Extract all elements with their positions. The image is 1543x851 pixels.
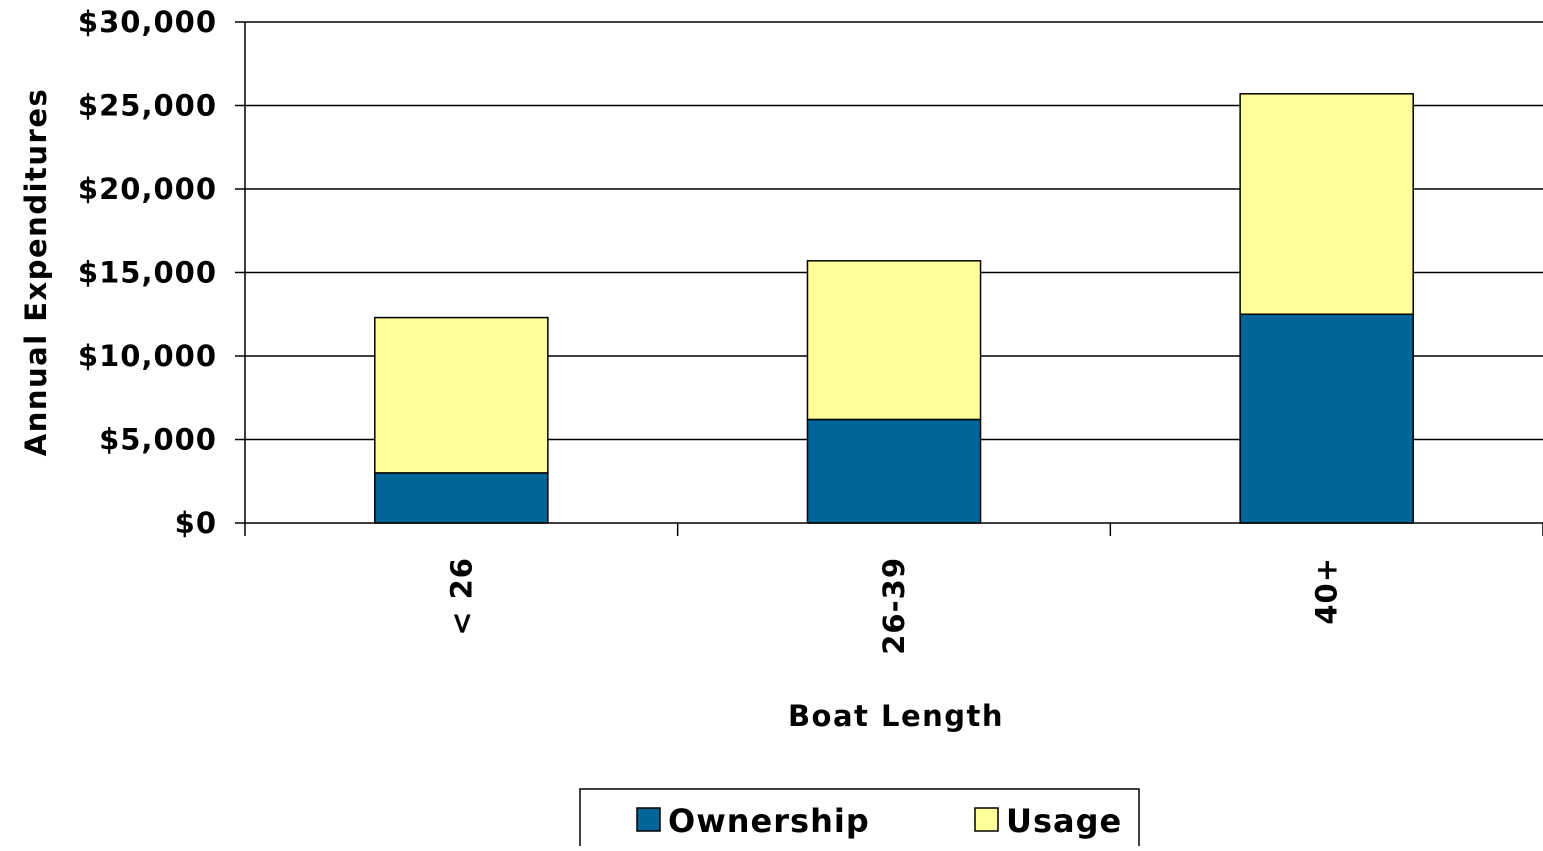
legend-swatch-usage: [974, 807, 999, 832]
x-tick-label: < 26: [444, 557, 478, 636]
legend: Ownership Usage: [579, 788, 1140, 851]
x-tick-label: 40+: [1310, 557, 1344, 625]
y-tick-label: $5,000: [99, 423, 217, 457]
legend-frame: [579, 788, 1140, 851]
y-axis-title: Annual Expenditures: [19, 88, 53, 457]
tick-labels: $0 $5,000 $10,000 $15,000 $20,000 $25,000 $30,…: [78, 5, 1344, 655]
y-tick-label: $15,000: [78, 256, 217, 290]
bar-ownership-1: [374, 472, 549, 524]
bar-usage-2: [806, 260, 982, 421]
legend-label-ownership: Ownership: [668, 802, 870, 840]
legend-label-usage: Usage: [1006, 802, 1122, 840]
bar-usage-3: [1239, 93, 1414, 315]
y-tick-label: $20,000: [78, 172, 217, 206]
axes: [235, 21, 1543, 536]
x-axis-title: Boat Length: [788, 699, 1004, 733]
bar-ownership-2: [806, 418, 982, 524]
y-tick-label: $25,000: [78, 89, 217, 123]
bar-usage-1: [374, 316, 549, 474]
y-tick-label: $30,000: [78, 5, 217, 39]
legend-swatch-ownership: [636, 807, 661, 832]
y-tick-label: $10,000: [78, 339, 217, 373]
x-tick-label: 26-39: [877, 557, 911, 655]
bars: [374, 93, 1414, 524]
bar-ownership-3: [1239, 313, 1414, 524]
y-tick-label: $0: [175, 506, 217, 540]
